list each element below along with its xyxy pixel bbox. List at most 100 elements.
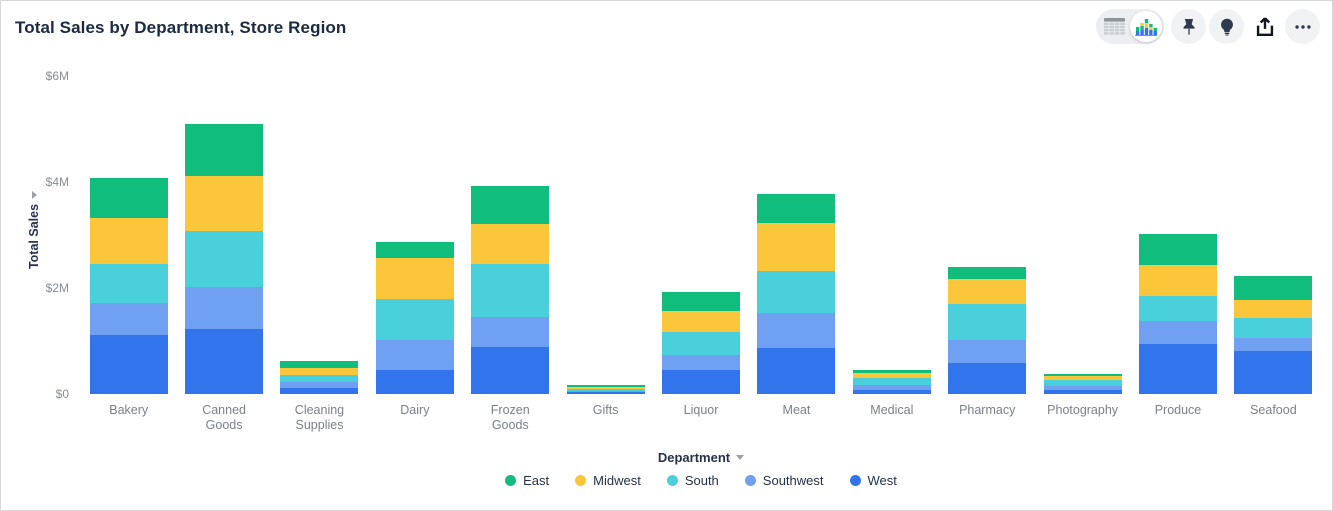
bar-segment-midwest[interactable] [280,368,359,376]
insights-button[interactable] [1209,9,1244,44]
bar-segment-west[interactable] [852,389,931,394]
bar-segment-south[interactable] [1138,295,1217,322]
bar-segment-west[interactable] [280,388,359,394]
legend-item-southwest[interactable]: Southwest [744,473,824,488]
stacked-bar[interactable] [852,370,931,394]
view-toggle[interactable] [1096,9,1164,44]
bar-segment-west[interactable] [1234,350,1313,394]
bar-segment-east[interactable] [757,194,836,224]
bar-segment-southwest[interactable] [566,390,645,393]
bar-segment-midwest[interactable] [757,223,836,271]
bar-segment-midwest[interactable] [566,386,645,389]
bar-segment-east[interactable] [852,370,931,373]
bar-segment-southwest[interactable] [375,340,454,371]
bar-segment-south[interactable] [948,303,1027,341]
bar-segment-midwest[interactable] [1234,299,1313,319]
bar-segment-southwest[interactable] [185,287,264,330]
bar-segment-east[interactable] [1138,233,1217,265]
bar-segment-south[interactable] [375,298,454,341]
bar-segment-southwest[interactable] [1043,386,1122,390]
bar-column-dairy[interactable] [367,76,462,394]
bar-segment-midwest[interactable] [185,175,264,231]
bar-segment-south[interactable] [757,270,836,313]
bar-segment-midwest[interactable] [1138,264,1217,296]
bar-segment-southwest[interactable] [757,312,836,349]
bar-segment-east[interactable] [89,177,168,219]
legend-item-midwest[interactable]: Midwest [575,473,641,488]
bar-segment-east[interactable] [471,185,550,225]
bar-column-frozen-goods[interactable] [463,76,558,394]
bar-segment-west[interactable] [471,347,550,394]
bar-column-cleaning-supplies[interactable] [272,76,367,394]
more-options-button[interactable] [1285,9,1320,44]
bar-segment-east[interactable] [280,360,359,369]
bar-segment-south[interactable] [852,377,931,385]
bar-segment-west[interactable] [185,329,264,394]
bar-segment-south[interactable] [89,263,168,304]
bar-segment-east[interactable] [375,242,454,258]
bar-segment-southwest[interactable] [662,355,741,370]
x-axis-title[interactable]: Department [81,450,1321,465]
bar-segment-midwest[interactable] [852,372,931,378]
bar-segment-south[interactable] [662,332,741,356]
stacked-bar[interactable] [185,124,264,394]
bar-segment-southwest[interactable] [89,303,168,336]
stacked-bar[interactable] [1043,374,1122,394]
bar-segment-south[interactable] [1234,318,1313,339]
bar-segment-southwest[interactable] [1234,338,1313,351]
bar-segment-southwest[interactable] [852,385,931,390]
bar-segment-southwest[interactable] [471,317,550,348]
bar-segment-east[interactable] [1234,275,1313,300]
bar-column-photography[interactable] [1035,76,1130,394]
stacked-bar[interactable] [757,194,836,394]
chart-view-icon[interactable] [1130,11,1162,42]
bar-segment-east[interactable] [948,267,1027,280]
stacked-bar[interactable] [566,384,645,394]
bar-segment-southwest[interactable] [1138,321,1217,345]
stacked-bar[interactable] [471,185,550,394]
stacked-bar[interactable] [375,242,454,394]
bar-segment-midwest[interactable] [89,218,168,264]
bar-column-pharmacy[interactable] [940,76,1035,394]
bar-segment-east[interactable] [566,384,645,387]
bar-segment-west[interactable] [948,362,1027,394]
bar-segment-midwest[interactable] [375,257,454,299]
bar-segment-east[interactable] [662,291,741,311]
bar-column-medical[interactable] [844,76,939,394]
bar-segment-midwest[interactable] [471,224,550,265]
bar-segment-west[interactable] [757,348,836,394]
bar-segment-south[interactable] [471,264,550,318]
bar-segment-southwest[interactable] [280,382,359,389]
stacked-bar[interactable] [89,177,168,394]
share-button[interactable] [1247,9,1282,44]
legend-item-south[interactable]: South [666,473,719,488]
bar-column-gifts[interactable] [558,76,653,394]
bar-segment-west[interactable] [662,369,741,394]
bar-segment-midwest[interactable] [948,279,1027,304]
stacked-bar[interactable] [280,360,359,394]
table-view-icon[interactable] [1098,11,1130,42]
bar-segment-south[interactable] [566,388,645,391]
legend-item-east[interactable]: East [505,473,549,488]
bar-segment-west[interactable] [89,335,168,394]
bar-segment-east[interactable] [1043,374,1122,376]
bar-column-canned-goods[interactable] [176,76,271,394]
bar-segment-west[interactable] [566,392,645,394]
bar-column-produce[interactable] [1130,76,1225,394]
pin-button[interactable] [1171,9,1206,44]
bar-column-bakery[interactable] [81,76,176,394]
bar-segment-east[interactable] [185,124,264,176]
bar-segment-south[interactable] [280,375,359,383]
legend-item-west[interactable]: West [849,473,897,488]
bar-column-liquor[interactable] [653,76,748,394]
stacked-bar[interactable] [948,267,1027,394]
bar-column-meat[interactable] [749,76,844,394]
bar-segment-south[interactable] [1043,379,1122,387]
bar-segment-west[interactable] [375,370,454,394]
bar-segment-south[interactable] [185,230,264,288]
bar-column-seafood[interactable] [1226,76,1321,394]
bar-segment-southwest[interactable] [948,340,1027,363]
bar-segment-midwest[interactable] [662,310,741,333]
bar-segment-midwest[interactable] [1043,376,1122,380]
stacked-bar[interactable] [1138,233,1217,394]
